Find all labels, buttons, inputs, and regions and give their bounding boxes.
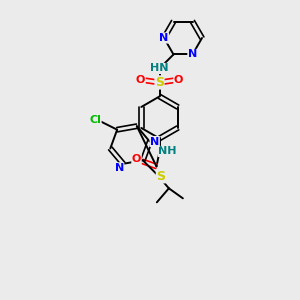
Text: N: N: [188, 50, 197, 59]
Text: S: S: [155, 76, 164, 89]
Text: O: O: [132, 154, 141, 164]
Text: HN: HN: [150, 64, 169, 74]
Text: N: N: [115, 163, 124, 173]
Text: S: S: [156, 170, 165, 183]
Text: NH: NH: [158, 146, 177, 157]
Text: Cl: Cl: [89, 115, 101, 125]
Text: O: O: [136, 76, 145, 85]
Text: O: O: [174, 76, 183, 85]
Text: N: N: [159, 33, 169, 43]
Text: N: N: [150, 136, 159, 146]
